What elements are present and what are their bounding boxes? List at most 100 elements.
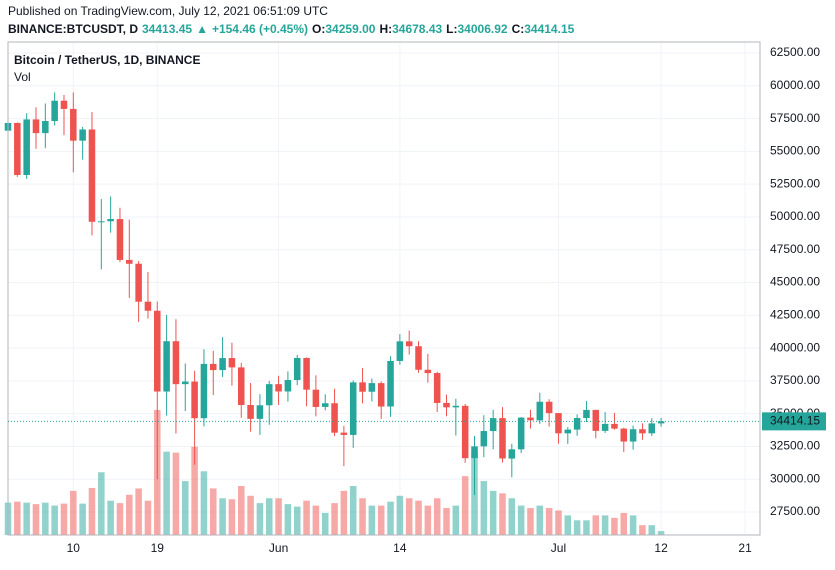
candle-body [489,418,497,432]
candle-layer [4,92,665,495]
candle-body [443,402,450,408]
volume-bar [573,520,581,535]
volume-bar [228,499,236,535]
volume-bar [256,503,264,535]
header-item: 34259.00 [325,22,375,36]
y-tick-label: 42500.00 [770,307,820,321]
volume-bar [88,487,96,535]
volume-bar [517,505,525,535]
candle-body [340,432,348,435]
candle-body [471,446,478,459]
y-tick-label: 52500.00 [770,176,820,190]
y-tick-label: 55000.00 [770,144,820,158]
candle-body [51,100,58,122]
candle-body [405,341,413,347]
volume-bar [172,452,180,535]
candle-body [601,423,609,431]
candle-body [508,449,516,459]
candle-body [377,383,385,407]
header-item: L: [446,22,457,36]
legend-title: Bitcoin / TetherUS, 1D, BINANCE [14,53,200,67]
volume-bar [555,510,562,535]
volume-bar [293,506,301,535]
candle-body [639,429,646,434]
volume-bar [461,476,469,535]
header-item: 34414.15 [524,22,574,36]
candle-body [415,346,422,370]
x-tick-label: Jun [269,541,288,555]
volume-bar [32,504,40,535]
candle-body [154,310,161,392]
candle-body [359,382,366,392]
volume-bar [480,481,488,535]
volume-bar [629,515,637,535]
candle-body [200,363,208,419]
volume-bar [163,451,170,535]
volume-bar [200,471,208,535]
y-tick-label: 45000.00 [770,275,820,289]
header-item: 34678.43 [392,22,442,36]
volume-bar [415,500,422,535]
y-tick-label: 40000.00 [770,340,820,354]
volume-bar [499,493,506,535]
candle-body [387,360,394,407]
candle-body [480,431,488,447]
candle-body [98,221,105,223]
candle-body [275,384,282,392]
candle-body [79,129,86,141]
candle-body [433,373,441,403]
candle-body [331,403,338,433]
volume-bar [144,500,152,535]
volume-bar [545,508,553,535]
y-tick-label: 62500.00 [770,45,820,59]
header-item: 34413.45 [142,22,192,36]
candle-body [107,219,114,222]
volume-bar [611,517,618,535]
volume-bar [284,504,292,535]
candle-body [657,421,665,424]
candle-body [517,417,525,450]
volume-bar [14,501,21,535]
volume-bar [424,505,432,535]
header-item: C: [512,22,525,36]
y-tick-label: 50000.00 [770,209,820,223]
candle-body [42,121,49,134]
candle-body [648,423,656,434]
header-item: H: [379,22,392,36]
volume-bar [657,531,665,535]
candle-body [228,358,236,368]
y-tick-label: 60000.00 [770,78,820,92]
candle-body [126,259,133,264]
volume-bar [405,498,413,535]
candle-body [349,382,357,435]
candle-body [70,108,77,141]
symbol-header: BINANCE:BTCUSDT, D 34413.45 ▲ +154.46 (+0.4… [8,22,575,36]
y-tick-label: 57500.00 [770,111,820,125]
volume-bar [265,498,273,535]
volume-bar [209,488,217,535]
volume-bar [377,505,385,535]
candle-body [583,409,590,419]
volume-bar [126,494,133,535]
volume-bar [321,512,329,535]
x-tick-label: 19 [151,541,165,555]
volume-bar [368,505,376,535]
candle-body [620,428,628,442]
x-tick-label: 21 [738,541,752,555]
candle-body [219,358,226,371]
candle-body [144,301,152,311]
legend-vol: Vol [14,70,31,84]
volume-bar [340,490,348,535]
candle-body [256,405,264,419]
volume-bar [489,490,497,535]
volume-bar [433,498,441,535]
volume-bar [219,498,226,535]
volume-bar [116,503,124,535]
y-tick-label: 47500.00 [770,242,820,256]
candle-body [32,119,40,134]
y-tick-label: 27500.00 [770,504,820,518]
volume-bar [51,505,58,535]
volume-bar [359,498,366,535]
volume-bar [70,490,77,535]
